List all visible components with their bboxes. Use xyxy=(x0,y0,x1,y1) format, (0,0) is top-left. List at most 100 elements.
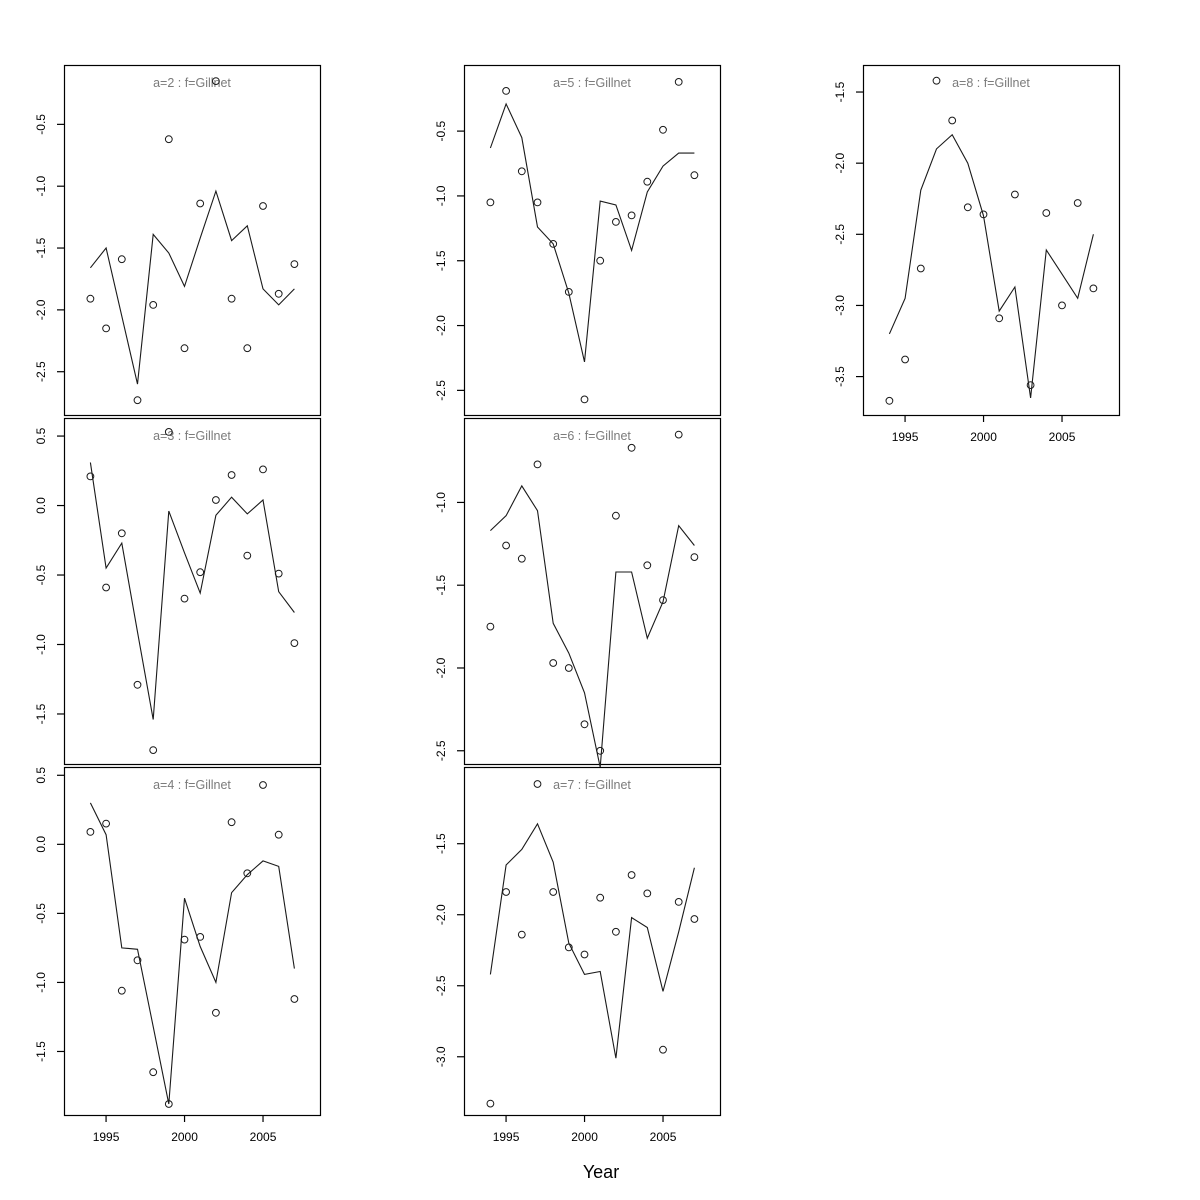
observed-point xyxy=(290,260,299,269)
y-tick-label: -1.5 xyxy=(434,250,448,271)
observed-point xyxy=(549,240,558,248)
observed-point xyxy=(180,935,189,944)
observed-point xyxy=(259,202,267,210)
panel-a6-box xyxy=(463,417,722,766)
observed-point xyxy=(612,927,620,936)
observed-point xyxy=(596,746,605,755)
observed-point xyxy=(133,680,142,689)
observed-point xyxy=(690,171,699,180)
y-tick-label: -2.5 xyxy=(434,975,448,996)
x-tick-label: 1995 xyxy=(892,430,919,444)
y-tick-label: -3.5 xyxy=(833,366,847,387)
observed-point xyxy=(1073,199,1082,207)
panel-a8-title: a=8 : f=Gillnet xyxy=(952,76,1030,90)
observed-point xyxy=(196,933,205,941)
observed-point xyxy=(212,496,220,504)
y-tick-label: -2.5 xyxy=(434,380,448,401)
x-tick-label: 2005 xyxy=(250,1130,277,1144)
x-tick-label: 1995 xyxy=(93,1130,120,1144)
x-axis-title: Year xyxy=(583,1162,619,1182)
observed-point xyxy=(133,396,142,405)
observed-point xyxy=(1026,381,1035,390)
panel-a2-points xyxy=(86,77,299,405)
observed-point xyxy=(643,561,652,570)
panel-a7-box xyxy=(463,766,722,1117)
y-tick-label: -1.0 xyxy=(34,972,48,993)
observed-point xyxy=(533,780,542,788)
observed-point xyxy=(659,596,667,604)
observed-point xyxy=(916,264,925,273)
panel-a7-points xyxy=(486,780,699,1108)
observed-point xyxy=(549,888,558,896)
panel-a3-title: a=3 : f=Gillnet xyxy=(153,429,231,443)
observed-point xyxy=(612,511,620,520)
y-tick-label: 0.0 xyxy=(34,836,48,853)
observed-point xyxy=(533,460,542,469)
y-tick-label: -2.0 xyxy=(434,657,448,678)
observed-point xyxy=(180,594,189,603)
observed-point xyxy=(290,995,299,1003)
observed-point xyxy=(259,465,267,474)
panel-a4-title: a=4 : f=Gillnet xyxy=(153,778,231,792)
observed-point xyxy=(690,553,699,561)
observed-point xyxy=(117,255,126,264)
y-tick-label: -0.5 xyxy=(34,903,48,924)
observed-point xyxy=(274,830,283,839)
x-tick-label: 2005 xyxy=(1049,430,1076,444)
observed-point xyxy=(1058,301,1066,310)
y-tick-label: -1.5 xyxy=(34,1041,48,1062)
panel-a8: a=8 : f=Gillnet -1.5 -2.0 -2.5 -3.0 -3.5 1995 2… xyxy=(833,64,1121,444)
observed-point xyxy=(502,541,511,550)
observed-point xyxy=(564,664,573,672)
panel-a6: a=6 : f=Gillnet -1.0 -1.5 -2.0 -2.5 xyxy=(434,417,722,768)
panel-a5-title: a=5 : f=Gillnet xyxy=(553,76,631,90)
panel-a6-title: a=6 : f=Gillnet xyxy=(553,429,631,443)
y-tick-label: 0.0 xyxy=(34,497,48,514)
fitted-line xyxy=(489,822,695,1059)
observed-point xyxy=(932,76,941,85)
observed-point xyxy=(149,301,158,309)
observed-point xyxy=(149,746,158,754)
observed-point xyxy=(580,395,589,404)
fitted-line xyxy=(89,189,295,385)
y-tick-label: -2.5 xyxy=(434,740,448,761)
y-tick-label: -1.0 xyxy=(434,185,448,206)
observed-point xyxy=(196,568,205,577)
observed-point xyxy=(517,554,526,563)
observed-point xyxy=(564,943,573,952)
observed-point xyxy=(596,893,605,902)
panel-a3: a=3 : f=Gillnet 0.5 0.0 -0.5 -1.0 -1.5 xyxy=(34,417,322,766)
observed-point xyxy=(212,1008,220,1017)
y-tick-label: -2.5 xyxy=(34,361,48,382)
y-tick-label: -1.5 xyxy=(434,575,448,596)
observed-point xyxy=(1042,209,1051,217)
observed-point xyxy=(690,915,699,923)
observed-point xyxy=(517,930,526,939)
panel-grid: a=2 : f=Gillnet -0.5 -1.0 -1.5 -2.0 -2.5 a=3 :… xyxy=(34,64,1121,1144)
observed-point xyxy=(486,198,495,207)
y-tick-label: -1.5 xyxy=(34,703,48,724)
observed-point xyxy=(86,828,95,836)
observed-point xyxy=(486,622,495,631)
observed-point xyxy=(596,256,605,265)
observed-point xyxy=(274,289,283,298)
observed-point xyxy=(486,1099,495,1108)
y-tick-label: -1.5 xyxy=(434,833,448,854)
y-tick-label: -2.5 xyxy=(833,224,847,245)
panel-a8-box xyxy=(862,64,1121,417)
observed-point xyxy=(117,529,126,538)
observed-point xyxy=(102,819,110,828)
observed-point xyxy=(164,428,173,436)
observed-point xyxy=(948,116,957,125)
fitted-line xyxy=(89,802,295,1105)
y-tick-label: -1.0 xyxy=(434,492,448,513)
observed-point xyxy=(243,344,252,353)
panel-a3-points xyxy=(86,428,299,754)
panel-a5: a=5 : f=Gillnet -0.5 -1.0 -1.5 -2.0 -2.5 xyxy=(434,64,722,417)
x-tick-label: 2005 xyxy=(650,1130,677,1144)
x-tick-label: 2000 xyxy=(171,1130,198,1144)
y-tick-label: -2.0 xyxy=(434,315,448,336)
y-tick-label: -3.0 xyxy=(434,1046,448,1067)
